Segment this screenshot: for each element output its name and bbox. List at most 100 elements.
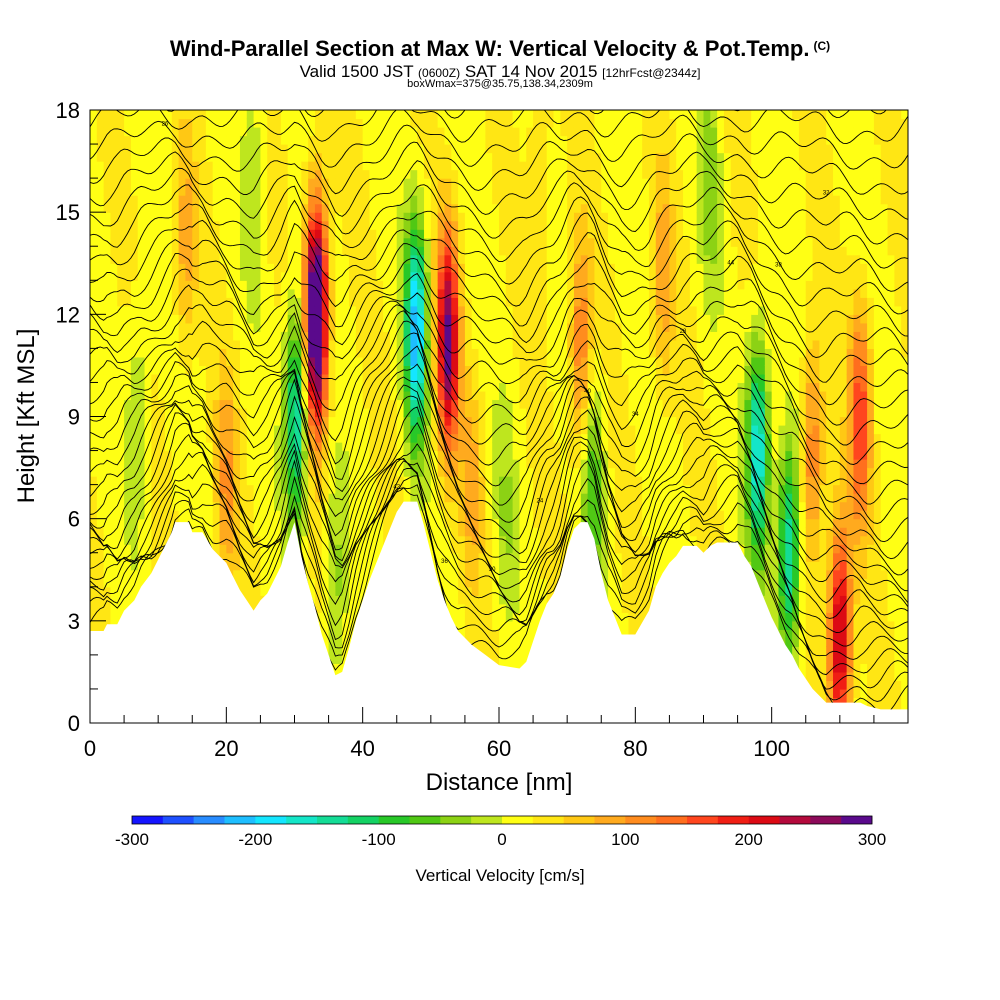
velocity-cell (185, 246, 193, 256)
velocity-cell (478, 288, 486, 298)
velocity-cell (417, 118, 425, 128)
velocity-cell (444, 254, 452, 264)
velocity-cell (192, 433, 200, 443)
velocity-cell (308, 459, 316, 469)
velocity-cell (471, 501, 480, 511)
velocity-cell (151, 373, 159, 384)
velocity-cell (158, 152, 166, 162)
velocity-cell (342, 467, 350, 477)
velocity-cell (335, 620, 343, 630)
velocity-cell (342, 390, 350, 401)
velocity-cell (526, 425, 534, 435)
velocity-cell (526, 637, 534, 647)
velocity-cell (103, 220, 112, 230)
velocity-cell (355, 127, 364, 137)
velocity-cell (274, 356, 282, 367)
velocity-cell (349, 569, 357, 579)
velocity-cell (137, 399, 146, 409)
velocity-cell (246, 127, 255, 137)
velocity-cell (499, 407, 507, 418)
velocity-cell (383, 127, 391, 137)
velocity-cell (294, 144, 302, 154)
velocity-cell (205, 271, 214, 281)
velocity-cell (117, 254, 125, 264)
velocity-cell (328, 518, 336, 528)
velocity-cell (274, 493, 282, 503)
velocity-cell (430, 314, 439, 324)
velocity-cell (226, 442, 234, 452)
velocity-cell (90, 620, 98, 630)
velocity-cell (280, 433, 289, 443)
velocity-cell (267, 263, 275, 273)
velocity-cell (410, 467, 418, 477)
velocity-cell (505, 484, 514, 494)
velocity-cell (267, 271, 275, 281)
velocity-cell (130, 161, 139, 171)
velocity-cell (117, 152, 125, 162)
velocity-cell (185, 348, 193, 358)
velocity-cell (192, 271, 200, 281)
velocity-cell (355, 203, 364, 213)
velocity-cell (212, 118, 221, 128)
velocity-cell (267, 254, 275, 264)
velocity-cell (308, 442, 316, 452)
velocity-cell (458, 382, 466, 392)
velocity-cell (239, 135, 248, 145)
velocity-cell (430, 212, 439, 222)
velocity-cell (349, 382, 357, 392)
velocity-cell (260, 186, 268, 196)
velocity-cell (355, 595, 364, 605)
velocity-cell (246, 535, 255, 545)
velocity-cell (117, 399, 125, 409)
velocity-cell (526, 144, 534, 154)
velocity-cell (349, 237, 357, 247)
velocity-cell (178, 288, 187, 298)
velocity-cell (369, 203, 377, 213)
velocity-cell (499, 390, 507, 401)
velocity-cell (90, 433, 98, 443)
velocity-cell (144, 161, 152, 171)
velocity-cell (267, 493, 275, 503)
velocity-cell (546, 459, 555, 469)
velocity-cell (137, 510, 146, 520)
velocity-cell (505, 501, 514, 511)
velocity-cell (233, 527, 241, 537)
velocity-cell (458, 339, 466, 349)
velocity-cell (444, 203, 452, 213)
velocity-cell (110, 561, 118, 571)
velocity-cell (117, 237, 125, 247)
velocity-cell (274, 152, 282, 162)
velocity-cell (267, 144, 275, 154)
velocity-cell (512, 569, 521, 579)
velocity-cell (355, 467, 364, 477)
velocity-cell (335, 493, 343, 503)
velocity-cell (267, 127, 275, 137)
velocity-cell (471, 331, 480, 341)
velocity-cell (478, 144, 486, 154)
velocity-cell (349, 373, 357, 384)
velocity-cell (539, 484, 548, 494)
velocity-cell (424, 399, 432, 409)
velocity-cell (328, 637, 336, 647)
velocity-cell (383, 246, 391, 256)
velocity-cell (410, 476, 418, 486)
velocity-cell (492, 373, 500, 384)
velocity-cell (342, 493, 350, 503)
velocity-cell (171, 373, 180, 384)
velocity-cell (355, 169, 364, 179)
velocity-cell (314, 263, 323, 273)
velocity-cell (287, 135, 296, 145)
velocity-cell (239, 442, 248, 452)
velocity-cell (178, 220, 187, 230)
velocity-cell (519, 578, 527, 588)
velocity-cell (389, 110, 398, 120)
velocity-cell (342, 305, 350, 315)
velocity-cell (219, 127, 227, 137)
velocity-cell (158, 212, 166, 222)
velocity-cell (110, 467, 118, 477)
velocity-cell (430, 144, 439, 154)
velocity-cell (226, 237, 234, 247)
velocity-cell (280, 135, 289, 145)
velocity-cell (287, 390, 296, 401)
velocity-cell (226, 169, 234, 179)
